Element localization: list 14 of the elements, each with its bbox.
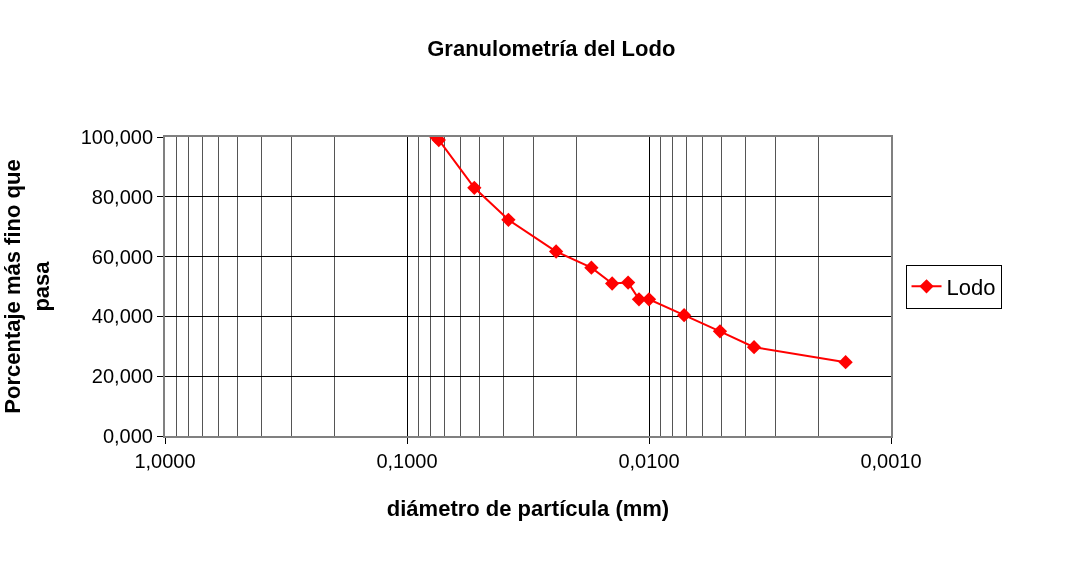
y-tick-label: 60,000 [91, 245, 153, 268]
x-tick-label: 0,1000 [376, 450, 438, 472]
y-axis-title: Porcentaje más fino que pasa [0, 159, 54, 414]
y-tick-label: 20,000 [91, 365, 153, 388]
y-tick-label: 0,000 [102, 425, 153, 447]
legend-label: Lodo [946, 274, 996, 300]
y-tick-label: 80,000 [91, 185, 153, 208]
chart-title: Granulometría del Lodo [427, 35, 676, 61]
x-tick-label: 0,0100 [618, 450, 680, 472]
x-tick-label: 0,0010 [860, 450, 922, 472]
y-tick-label: 40,000 [91, 305, 153, 328]
x-tick-label: 1,0000 [134, 450, 196, 472]
x-axis-title: diámetro de partícula (mm) [386, 496, 670, 522]
y-tick-label: 100,000 [80, 126, 153, 148]
